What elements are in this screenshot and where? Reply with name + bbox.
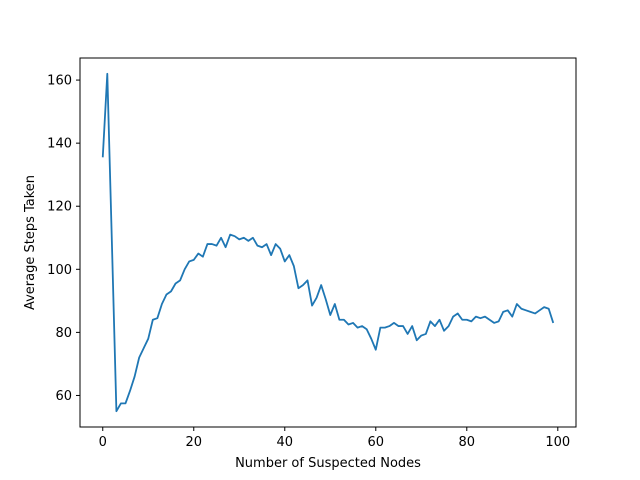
y-axis-ticks: 60 80 100 120 140 160 [47, 74, 80, 404]
x-tick-label: 0 [99, 435, 107, 450]
y-tick-label: 60 [55, 389, 72, 404]
x-axis-ticks: 0 20 40 60 80 100 [99, 427, 570, 450]
x-axis-label: Number of Suspected Nodes [235, 456, 421, 471]
y-tick-label: 80 [55, 326, 72, 341]
x-tick-label: 40 [276, 435, 293, 450]
series-line-0 [101, 72, 555, 413]
x-tick-label: 80 [459, 435, 476, 450]
y-axis-label: Average Steps Taken [23, 175, 38, 310]
y-tick-label: 100 [47, 263, 72, 278]
y-tick-label: 160 [47, 74, 72, 89]
chart-marks [101, 72, 555, 413]
plot-frame [79, 57, 577, 428]
y-tick-label: 120 [47, 200, 72, 215]
x-tick-label: 100 [545, 435, 570, 450]
x-tick-label: 20 [185, 435, 202, 450]
y-tick-label: 140 [47, 137, 72, 152]
x-tick-label: 60 [368, 435, 385, 450]
plot-area [80, 58, 576, 427]
